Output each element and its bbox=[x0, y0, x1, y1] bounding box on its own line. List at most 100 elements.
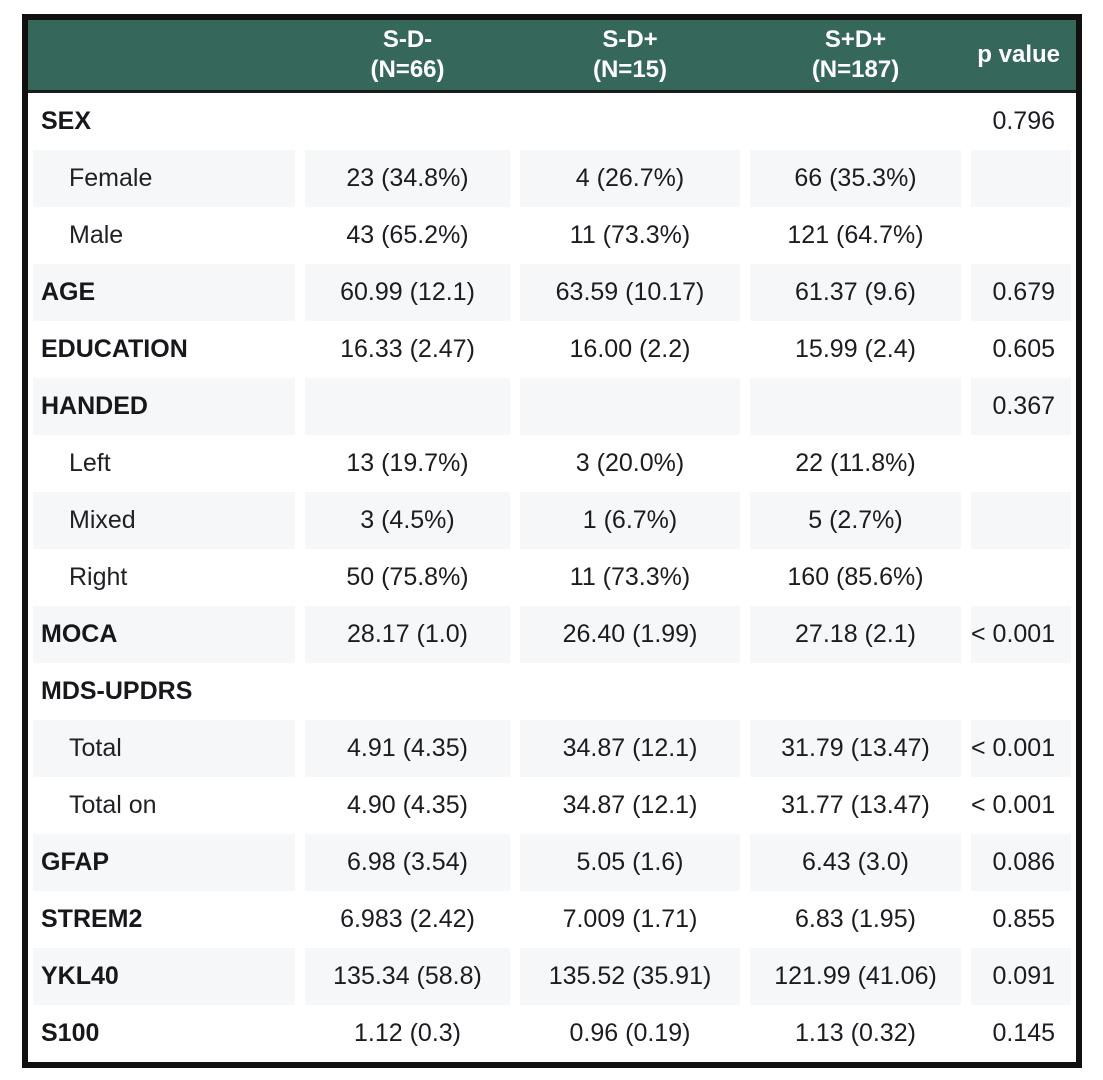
cell-p-value: < 0.001 bbox=[966, 606, 1076, 663]
header-empty-cell bbox=[28, 20, 300, 93]
cell-value bbox=[300, 663, 515, 720]
row-section-label: S100 bbox=[28, 1005, 300, 1062]
table-row: YKL40 135.34 (58.8) 135.52 (35.91) 121.99 (… bbox=[28, 948, 1076, 1005]
row-sublabel: Total bbox=[28, 720, 300, 777]
cell-value: 1.12 (0.3) bbox=[300, 1005, 515, 1062]
table-row: Mixed 3 (4.5%) 1 (6.7%) 5 (2.7%) bbox=[28, 492, 1076, 549]
header-group-sdminus: S-D- (N=66) bbox=[300, 20, 515, 93]
cell-p-value: 0.145 bbox=[966, 1005, 1076, 1062]
cell-value: 13 (19.7%) bbox=[300, 435, 515, 492]
cell-value: 43 (65.2%) bbox=[300, 207, 515, 264]
row-section-label: EDUCATION bbox=[28, 321, 300, 378]
cell-p-value bbox=[966, 663, 1076, 720]
cell-value: 135.52 (35.91) bbox=[515, 948, 745, 1005]
cell-value bbox=[745, 663, 966, 720]
table-row: AGE 60.99 (12.1) 63.59 (10.17) 61.37 (9.6) 0… bbox=[28, 264, 1076, 321]
cell-value: 16.33 (2.47) bbox=[300, 321, 515, 378]
table-frame: S-D- (N=66) S-D+ (N=15) S+D+ (N=187) p v… bbox=[22, 14, 1082, 1068]
table-row: Right 50 (75.8%) 11 (73.3%) 160 (85.6%) bbox=[28, 549, 1076, 606]
cell-p-value: < 0.001 bbox=[966, 720, 1076, 777]
cell-p-value bbox=[966, 435, 1076, 492]
cell-value: 6.983 (2.42) bbox=[300, 891, 515, 948]
cell-p-value bbox=[966, 150, 1076, 207]
row-section-label: STREM2 bbox=[28, 891, 300, 948]
demographics-table: S-D- (N=66) S-D+ (N=15) S+D+ (N=187) p v… bbox=[28, 20, 1076, 1062]
cell-p-value: 0.605 bbox=[966, 321, 1076, 378]
cell-value: 121 (64.7%) bbox=[745, 207, 966, 264]
cell-p-value: < 0.001 bbox=[966, 777, 1076, 834]
group-n: (N=15) bbox=[592, 56, 668, 83]
cell-p-value: 0.086 bbox=[966, 834, 1076, 891]
row-sublabel: Female bbox=[28, 150, 300, 207]
cell-value: 6.43 (3.0) bbox=[745, 834, 966, 891]
row-sublabel: Left bbox=[28, 435, 300, 492]
cell-value: 63.59 (10.17) bbox=[515, 264, 745, 321]
header-group-splusdplus: S+D+ (N=187) bbox=[745, 20, 966, 93]
cell-value: 4.91 (4.35) bbox=[300, 720, 515, 777]
table-row: EDUCATION 16.33 (2.47) 16.00 (2.2) 15.99 (2… bbox=[28, 321, 1076, 378]
header-group-sdplus: S-D+ (N=15) bbox=[515, 20, 745, 93]
table-row: MOCA 28.17 (1.0) 26.40 (1.99) 27.18 (2.1) < … bbox=[28, 606, 1076, 663]
cell-value: 31.77 (13.47) bbox=[745, 777, 966, 834]
cell-value: 27.18 (2.1) bbox=[745, 606, 966, 663]
header-row: S-D- (N=66) S-D+ (N=15) S+D+ (N=187) p v… bbox=[28, 20, 1076, 93]
cell-value bbox=[515, 378, 745, 435]
row-section-label: AGE bbox=[28, 264, 300, 321]
table-row: STREM2 6.983 (2.42) 7.009 (1.71) 6.83 (1.95… bbox=[28, 891, 1076, 948]
cell-value: 23 (34.8%) bbox=[300, 150, 515, 207]
row-sublabel: Right bbox=[28, 549, 300, 606]
row-section-label: HANDED bbox=[28, 378, 300, 435]
row-section-label: SEX bbox=[28, 93, 300, 150]
row-section-label: MDS-UPDRS bbox=[28, 663, 300, 720]
cell-p-value: 0.796 bbox=[966, 93, 1076, 150]
cell-p-value: 0.855 bbox=[966, 891, 1076, 948]
cell-value: 1 (6.7%) bbox=[515, 492, 745, 549]
cell-value: 60.99 (12.1) bbox=[300, 264, 515, 321]
cell-p-value bbox=[966, 207, 1076, 264]
table-row: MDS-UPDRS bbox=[28, 663, 1076, 720]
cell-value: 121.99 (41.06) bbox=[745, 948, 966, 1005]
cell-value bbox=[300, 378, 515, 435]
cell-value bbox=[300, 93, 515, 150]
cell-value: 61.37 (9.6) bbox=[745, 264, 966, 321]
group-name: S-D+ bbox=[602, 26, 658, 53]
cell-value: 26.40 (1.99) bbox=[515, 606, 745, 663]
table-row: Total 4.91 (4.35) 34.87 (12.1) 31.79 (13.47… bbox=[28, 720, 1076, 777]
cell-value: 1.13 (0.32) bbox=[745, 1005, 966, 1062]
cell-value: 22 (11.8%) bbox=[745, 435, 966, 492]
cell-value: 11 (73.3%) bbox=[515, 549, 745, 606]
header-p-value: p value bbox=[966, 20, 1076, 93]
cell-p-value bbox=[966, 549, 1076, 606]
cell-p-value: 0.367 bbox=[966, 378, 1076, 435]
cell-value bbox=[745, 93, 966, 150]
cell-value: 15.99 (2.4) bbox=[745, 321, 966, 378]
cell-value: 4 (26.7%) bbox=[515, 150, 745, 207]
table-row: Total on 4.90 (4.35) 34.87 (12.1) 31.77 (13… bbox=[28, 777, 1076, 834]
cell-value: 66 (35.3%) bbox=[745, 150, 966, 207]
cell-value: 5.05 (1.6) bbox=[515, 834, 745, 891]
cell-value bbox=[745, 378, 966, 435]
cell-value: 31.79 (13.47) bbox=[745, 720, 966, 777]
table-row: GFAP 6.98 (3.54) 5.05 (1.6) 6.43 (3.0) 0.086 bbox=[28, 834, 1076, 891]
cell-value: 3 (4.5%) bbox=[300, 492, 515, 549]
cell-value: 34.87 (12.1) bbox=[515, 777, 745, 834]
cell-p-value: 0.679 bbox=[966, 264, 1076, 321]
group-name: S-D- bbox=[382, 26, 433, 53]
row-section-label: YKL40 bbox=[28, 948, 300, 1005]
cell-value: 7.009 (1.71) bbox=[515, 891, 745, 948]
cell-p-value: 0.091 bbox=[966, 948, 1076, 1005]
cell-value: 34.87 (12.1) bbox=[515, 720, 745, 777]
cell-value: 135.34 (58.8) bbox=[300, 948, 515, 1005]
cell-value: 4.90 (4.35) bbox=[300, 777, 515, 834]
table-row: Left 13 (19.7%) 3 (20.0%) 22 (11.8%) bbox=[28, 435, 1076, 492]
cell-value: 6.98 (3.54) bbox=[300, 834, 515, 891]
row-section-label: MOCA bbox=[28, 606, 300, 663]
cell-value: 5 (2.7%) bbox=[745, 492, 966, 549]
cell-value bbox=[515, 663, 745, 720]
cell-value: 50 (75.8%) bbox=[300, 549, 515, 606]
group-name: S+D+ bbox=[824, 26, 887, 53]
cell-value: 16.00 (2.2) bbox=[515, 321, 745, 378]
cell-value: 28.17 (1.0) bbox=[300, 606, 515, 663]
row-sublabel: Total on bbox=[28, 777, 300, 834]
table-header: S-D- (N=66) S-D+ (N=15) S+D+ (N=187) p v… bbox=[28, 20, 1076, 93]
